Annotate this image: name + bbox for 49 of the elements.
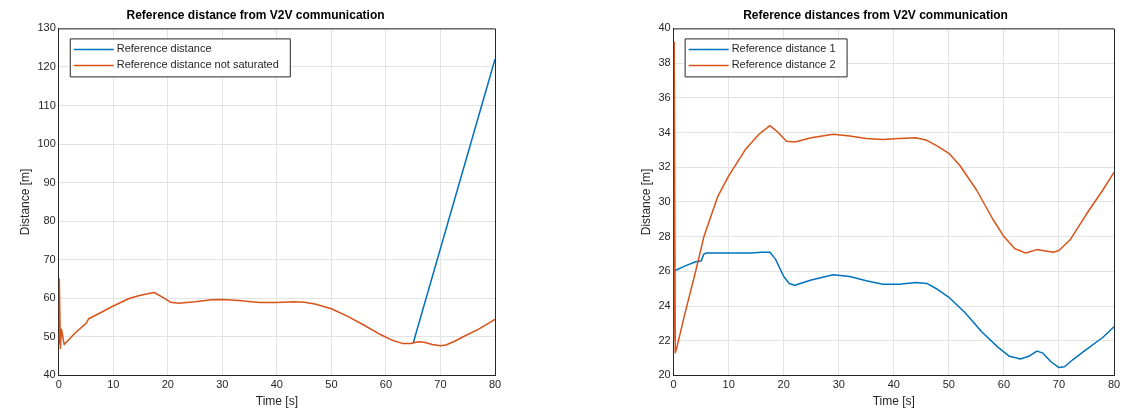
x-tick-label: 10 [722, 378, 735, 391]
y-tick-label: 28 [658, 229, 671, 242]
x-tick-label: 50 [325, 378, 338, 391]
y-tick-label: 100 [37, 137, 56, 150]
y-tick-label: 70 [43, 252, 56, 265]
y-tick-label: 24 [658, 299, 671, 312]
x-axis-title: Time [s] [255, 394, 298, 409]
x-tick-label: 80 [488, 378, 502, 391]
legend-label: Reference distance 2 [731, 58, 836, 71]
x-tick-label: 20 [777, 378, 790, 391]
x-tick-label: 60 [379, 378, 393, 391]
x-tick-label: 0 [670, 378, 677, 391]
x-tick-label: 30 [216, 378, 229, 391]
y-tick-label: 36 [658, 90, 671, 103]
y-tick-label: 130 [37, 21, 56, 34]
x-tick-label: 70 [434, 378, 447, 391]
chart-title: Reference distances from V2V communication [743, 7, 1008, 22]
y-tick-label: 40 [43, 368, 56, 381]
x-axis-title: Time [s] [872, 394, 915, 409]
y-tick-label: 120 [37, 59, 56, 72]
x-tick-label: 70 [1052, 378, 1066, 391]
y-tick-label: 22 [658, 333, 671, 346]
legend-label: Reference distance 1 [731, 42, 836, 55]
y-tick-label: 60 [43, 291, 56, 304]
x-tick-label: 40 [270, 378, 283, 391]
y-tick-label: 20 [658, 368, 671, 381]
y-tick-label: 26 [658, 264, 671, 277]
y-tick-label: 80 [43, 214, 56, 227]
y-tick-label: 38 [658, 56, 671, 69]
y-axis-title: Distance [m] [638, 168, 653, 236]
x-tick-label: 80 [1107, 378, 1121, 391]
y-tick-label: 50 [43, 329, 56, 342]
legend-label: Reference distance not saturated [116, 58, 279, 71]
y-tick-label: 32 [658, 160, 671, 173]
x-tick-label: 40 [887, 378, 900, 391]
x-tick-label: 10 [107, 378, 120, 391]
y-tick-label: 30 [658, 194, 671, 207]
y-tick-label: 90 [43, 175, 56, 188]
y-tick-label: 40 [658, 21, 671, 34]
y-tick-label: 110 [38, 98, 56, 111]
x-tick-label: 20 [161, 378, 174, 391]
y-tick-label: 34 [658, 125, 671, 138]
x-tick-label: 30 [832, 378, 845, 391]
y-axis-title: Distance [m] [17, 168, 32, 236]
x-tick-label: 50 [942, 378, 955, 391]
legend-label: Reference distance [116, 42, 212, 55]
chart-title: Reference distance from V2V communication [126, 7, 385, 22]
x-tick-label: 60 [997, 378, 1011, 391]
x-tick-label: 0 [55, 378, 62, 391]
